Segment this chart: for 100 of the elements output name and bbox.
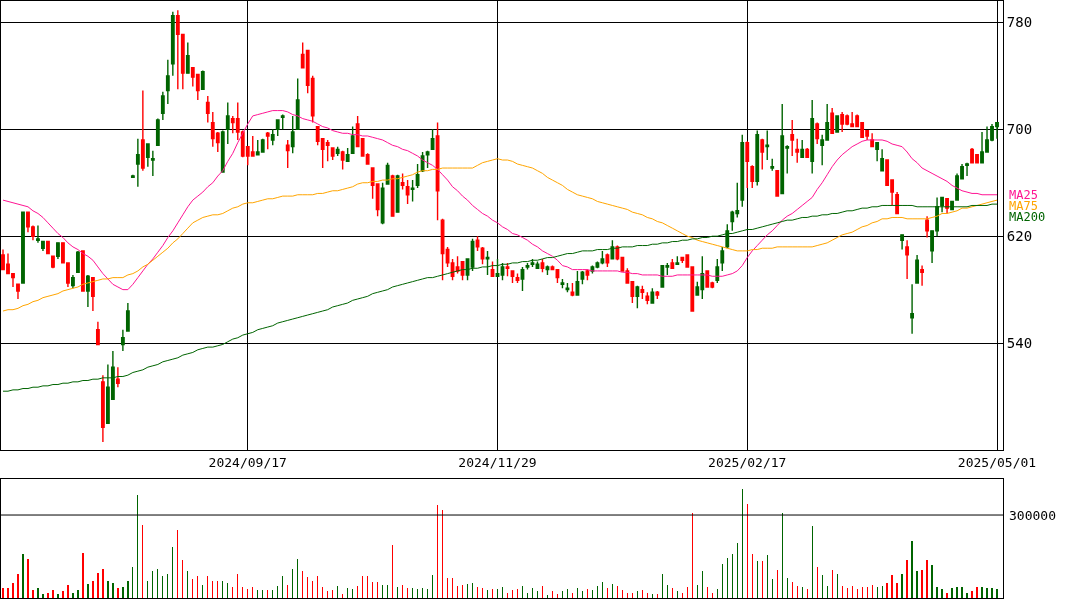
- candlestick: [570, 282, 575, 298]
- candlestick: [895, 191, 900, 215]
- candlestick: [280, 113, 285, 130]
- candlestick: [925, 215, 929, 239]
- candlestick: [270, 128, 275, 147]
- candlestick: [870, 132, 875, 148]
- candlestick: [100, 374, 105, 443]
- candlestick: [265, 132, 270, 151]
- candlestick: [95, 321, 100, 346]
- candlestick: [720, 246, 725, 272]
- candlestick: [795, 137, 800, 164]
- candlestick: [340, 149, 345, 171]
- candlestick: [225, 101, 230, 145]
- candlestick: [840, 111, 845, 133]
- candlestick: [635, 284, 640, 310]
- candlestick: [390, 174, 395, 217]
- candlestick: [295, 77, 300, 130]
- candlestick: [120, 329, 125, 352]
- candlestick: [510, 270, 515, 284]
- candlestick: [920, 264, 924, 287]
- candlestick: [275, 119, 280, 137]
- candlestick: [875, 141, 880, 163]
- candlestick: [655, 291, 660, 300]
- candlestick: [880, 148, 885, 172]
- candlestick: [610, 239, 615, 260]
- candlestick: [21, 211, 25, 284]
- candlestick: [640, 284, 645, 300]
- candlestick: [345, 147, 350, 163]
- candlestick: [335, 145, 340, 157]
- candlestick: [56, 242, 60, 260]
- candlestick: [715, 258, 720, 284]
- candlestick: [160, 91, 165, 121]
- candlestick: [815, 121, 820, 145]
- candlestick: [385, 161, 390, 185]
- candlestick: [150, 149, 155, 177]
- candlestick: [765, 129, 770, 161]
- candlestick: [41, 240, 45, 252]
- x-tick-label: 2024/11/29: [458, 454, 537, 470]
- candlestick: [260, 137, 265, 153]
- candlestick: [905, 239, 910, 280]
- candlestick: [395, 174, 400, 213]
- candlestick: [810, 99, 815, 175]
- candlestick: [330, 147, 335, 161]
- candlestick: [46, 240, 50, 255]
- candlestick: [125, 302, 130, 332]
- candlestick: [680, 256, 685, 264]
- candlestick: [415, 163, 420, 189]
- candlestick: [605, 252, 610, 268]
- candlestick: [800, 139, 805, 159]
- candlestick: [660, 264, 665, 288]
- candlestick: [405, 179, 410, 205]
- candlestick: [425, 149, 430, 169]
- candlestick: [760, 137, 765, 171]
- candlestick: [705, 270, 710, 288]
- candlestick: [400, 172, 405, 191]
- y-tick-label: 620: [1006, 228, 1033, 245]
- candlestick: [115, 366, 120, 388]
- candlestick: [410, 179, 415, 203]
- candlestick: [36, 224, 40, 244]
- y-tick-label: 700: [1006, 121, 1033, 138]
- candlestick: [495, 258, 500, 277]
- candlestick: [90, 276, 95, 312]
- candlestick: [155, 117, 160, 147]
- candlestick: [745, 140, 750, 189]
- candlestick: [135, 137, 140, 188]
- candlestick: [775, 170, 780, 197]
- x-tick-label: 2025/05/01: [957, 454, 1037, 470]
- candlestick: [290, 115, 295, 155]
- candlestick: [505, 262, 510, 277]
- candlestick: [835, 115, 840, 133]
- candlestick: [755, 129, 760, 187]
- candlestick: [200, 69, 205, 90]
- candlestick: [780, 103, 785, 195]
- candlestick: [16, 283, 20, 300]
- candlestick: [71, 274, 75, 290]
- candlestick: [585, 268, 590, 281]
- candlestick: [165, 59, 170, 105]
- candlestick: [170, 10, 175, 77]
- candlestick: [830, 107, 835, 134]
- candlestick: [965, 161, 969, 177]
- candlestick: [910, 283, 915, 335]
- candlestick: [650, 287, 655, 304]
- candlestick: [525, 262, 530, 271]
- candlestick: [915, 254, 920, 284]
- candlestick: [945, 198, 949, 215]
- series-label: MA75: [1009, 199, 1038, 213]
- candlestick: [140, 89, 145, 172]
- candlestick: [205, 95, 210, 124]
- candlestick: [380, 182, 385, 225]
- candlestick: [285, 139, 290, 169]
- candlestick: [790, 119, 795, 157]
- x-tick-label: 2024/09/17: [208, 454, 287, 470]
- x-tick-label: 2025/02/17: [708, 454, 787, 470]
- candlestick: [185, 41, 190, 74]
- candlestick: [645, 291, 650, 306]
- candlestick: [80, 250, 85, 292]
- candlestick: [145, 143, 150, 168]
- y-tick-label: 780: [1006, 14, 1033, 31]
- text: 300000: [1009, 508, 1056, 523]
- candlestick: [85, 274, 90, 308]
